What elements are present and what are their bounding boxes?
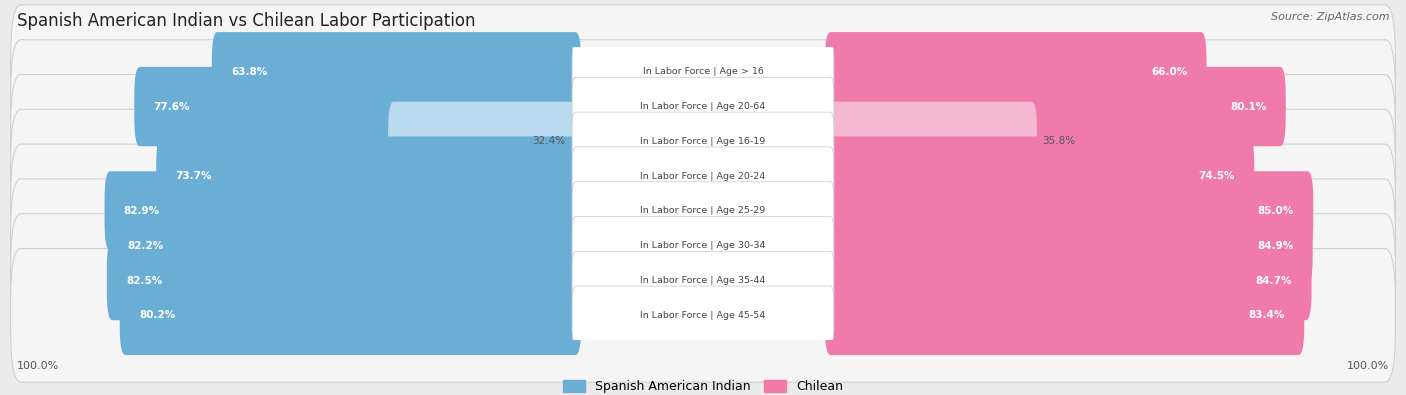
FancyBboxPatch shape [108,206,581,286]
FancyBboxPatch shape [11,109,1395,243]
Text: 74.5%: 74.5% [1198,171,1234,181]
FancyBboxPatch shape [572,286,834,344]
FancyBboxPatch shape [11,5,1395,139]
FancyBboxPatch shape [11,40,1395,173]
FancyBboxPatch shape [135,67,581,146]
Text: In Labor Force | Age 30-34: In Labor Force | Age 30-34 [640,241,766,250]
FancyBboxPatch shape [825,206,1313,286]
Text: 82.9%: 82.9% [124,206,160,216]
FancyBboxPatch shape [572,251,834,310]
Text: 32.4%: 32.4% [531,136,565,147]
Text: 84.9%: 84.9% [1257,241,1294,251]
Text: 35.8%: 35.8% [1042,136,1076,147]
FancyBboxPatch shape [572,216,834,275]
Text: 82.2%: 82.2% [128,241,165,251]
FancyBboxPatch shape [825,137,1254,216]
FancyBboxPatch shape [11,75,1395,208]
FancyBboxPatch shape [11,214,1395,347]
FancyBboxPatch shape [825,67,1285,146]
FancyBboxPatch shape [212,32,581,111]
FancyBboxPatch shape [11,144,1395,278]
Legend: Spanish American Indian, Chilean: Spanish American Indian, Chilean [558,374,848,395]
Text: In Labor Force | Age 16-19: In Labor Force | Age 16-19 [640,137,766,146]
FancyBboxPatch shape [572,43,834,101]
FancyBboxPatch shape [572,182,834,240]
Text: 100.0%: 100.0% [17,361,59,371]
Text: 63.8%: 63.8% [231,67,267,77]
Text: 100.0%: 100.0% [1347,361,1389,371]
FancyBboxPatch shape [156,137,581,216]
FancyBboxPatch shape [825,102,1038,181]
Text: In Labor Force | Age > 16: In Labor Force | Age > 16 [643,67,763,76]
FancyBboxPatch shape [825,241,1312,320]
Text: 77.6%: 77.6% [153,102,190,111]
FancyBboxPatch shape [572,112,834,171]
FancyBboxPatch shape [11,248,1395,382]
Text: In Labor Force | Age 35-44: In Labor Force | Age 35-44 [640,276,766,285]
FancyBboxPatch shape [825,171,1313,250]
Text: In Labor Force | Age 20-64: In Labor Force | Age 20-64 [640,102,766,111]
Text: 83.4%: 83.4% [1249,310,1285,320]
Text: In Labor Force | Age 25-29: In Labor Force | Age 25-29 [640,207,766,215]
FancyBboxPatch shape [120,276,581,355]
Text: Spanish American Indian vs Chilean Labor Participation: Spanish American Indian vs Chilean Labor… [17,12,475,30]
Text: Source: ZipAtlas.com: Source: ZipAtlas.com [1271,12,1389,22]
FancyBboxPatch shape [104,171,581,250]
Text: 66.0%: 66.0% [1152,67,1187,77]
FancyBboxPatch shape [11,179,1395,312]
Text: 84.7%: 84.7% [1256,276,1292,286]
Text: 85.0%: 85.0% [1258,206,1294,216]
Text: In Labor Force | Age 45-54: In Labor Force | Age 45-54 [640,311,766,320]
FancyBboxPatch shape [825,276,1305,355]
FancyBboxPatch shape [825,32,1206,111]
Text: 80.2%: 80.2% [139,310,176,320]
FancyBboxPatch shape [107,241,581,320]
FancyBboxPatch shape [572,147,834,205]
Text: 80.1%: 80.1% [1230,102,1267,111]
Text: 73.7%: 73.7% [176,171,212,181]
FancyBboxPatch shape [388,102,581,181]
FancyBboxPatch shape [572,77,834,136]
Text: 82.5%: 82.5% [127,276,162,286]
Text: In Labor Force | Age 20-24: In Labor Force | Age 20-24 [640,172,766,181]
